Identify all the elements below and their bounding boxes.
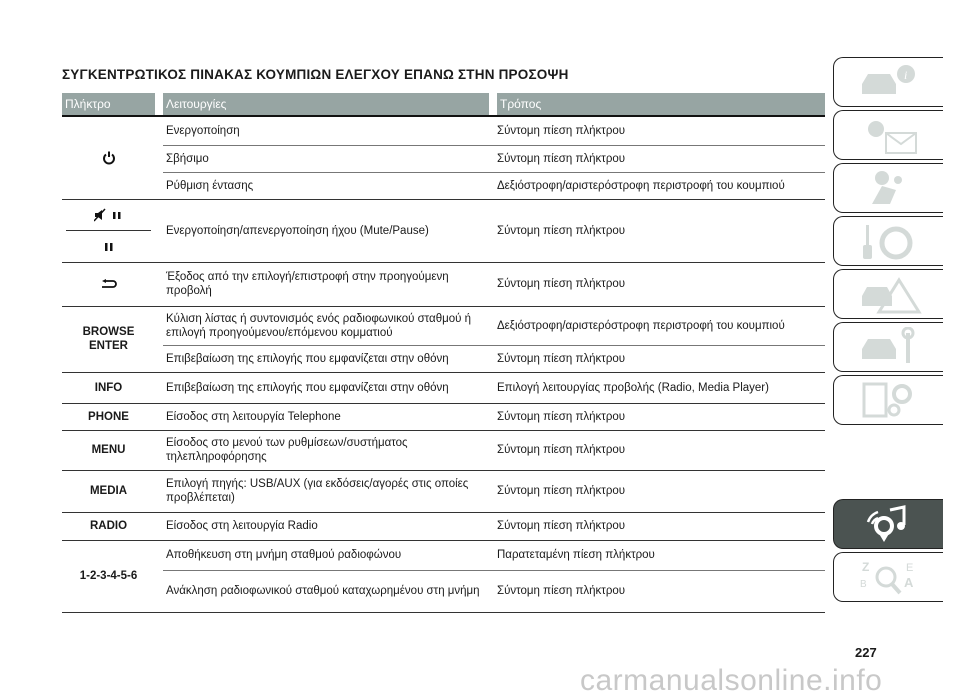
- mode-text: Παρατεταμένη πίεση πλήκτρου: [497, 549, 655, 561]
- back-arrow-icon: [62, 262, 155, 306]
- mode-text: Σύντομη πίεση πλήκτρου: [497, 485, 626, 497]
- tab-key-steering[interactable]: [833, 216, 943, 266]
- menu-key: MENU: [91, 444, 126, 456]
- row-divider: [62, 512, 825, 513]
- power-icon: [62, 117, 155, 199]
- row-divider: [62, 540, 825, 541]
- key-steering-icon: [862, 225, 912, 260]
- row-divider: [163, 345, 825, 346]
- pause-icon: [62, 231, 155, 262]
- row-divider: [163, 172, 825, 173]
- tab-car-info[interactable]: i: [833, 57, 943, 107]
- table-bottom-divider: [62, 612, 825, 613]
- info-key: INFO: [94, 381, 123, 394]
- page-number: 227: [855, 645, 877, 660]
- row-divider: [62, 306, 825, 307]
- multimedia-icon: [866, 505, 905, 542]
- function-text: Ενεργοποίηση: [166, 125, 240, 137]
- function-text: Είσοδος στη λειτουργία Telephone: [166, 410, 341, 423]
- header-divider: [62, 115, 825, 117]
- preset-keys: 1-2-3-4-5-6: [79, 570, 138, 582]
- function-text: Ανάκληση ραδιοφωνικού σταθμού καταχωρημέ…: [166, 585, 480, 597]
- tab-multimedia[interactable]: [833, 499, 943, 549]
- mode-text: Δεξιόστροφη/αριστερόστροφη περιστροφή το…: [497, 179, 785, 192]
- row-divider: [62, 470, 825, 471]
- function-text: Ενεργοποίηση/απενεργοποίηση ήχου (Mute/P…: [166, 224, 429, 237]
- tab-warning-lights[interactable]: [833, 110, 943, 160]
- mode-text: Σύντομη πίεση πλήκτρου: [497, 224, 626, 237]
- function-text: Επιβεβαίωση της επιλογής που εμφανίζεται…: [166, 381, 449, 394]
- tab-technical-data[interactable]: [833, 375, 943, 425]
- row-divider: [163, 145, 825, 146]
- emergency-icon: [861, 277, 922, 314]
- mode-text: Επιλογή λειτουργίας προβολής (Radio, Med…: [497, 381, 769, 394]
- media-key: MEDIA: [89, 485, 128, 497]
- page-title: ΣΥΓΚΕΝΤΡΩΤΙΚΟΣ ΠΙΝΑΚΑΣ ΚΟΥΜΠΙΩΝ ΕΛΕΓΧΟΥ …: [62, 67, 569, 82]
- function-text: Έξοδος από την επιλογή/επιστροφή στην πρ…: [166, 271, 449, 297]
- tab-safety[interactable]: [833, 163, 943, 213]
- tab-emergency[interactable]: [833, 269, 943, 319]
- car-info-icon: i: [861, 65, 915, 94]
- mode-text: Σύντομη πίεση πλήκτρου: [497, 585, 626, 597]
- maintenance-icon: [861, 327, 914, 363]
- phone-key: PHONE: [88, 410, 129, 423]
- row-divider: [62, 372, 825, 373]
- safety-airbag-icon: [871, 171, 902, 204]
- svg-text:i: i: [904, 68, 907, 82]
- index-icon: Z EA B: [860, 560, 914, 595]
- row-divider: [62, 430, 825, 431]
- row-divider: [62, 199, 825, 200]
- svg-text:Z: Z: [862, 560, 869, 574]
- key-divider: [66, 230, 151, 231]
- browse-enter-key: BROWSE ENTER: [82, 326, 135, 352]
- warning-lights-icon: [867, 121, 917, 154]
- header-mode: Τρόπος: [497, 93, 825, 115]
- function-text: Είσοδος στη λειτουργία Radio: [166, 520, 318, 532]
- mode-text: Σύντομη πίεση πλήκτρου: [497, 152, 626, 165]
- function-text: Επιλογή πηγής: USB/AUX (για εκδόσεις/αγο…: [166, 478, 469, 504]
- function-text: Αποθήκευση στη μνήμη σταθμού ραδιοφώνου: [166, 549, 402, 561]
- svg-text:A: A: [904, 575, 914, 590]
- function-text: Ρύθμιση έντασης: [166, 179, 254, 192]
- mode-text: Σύντομη πίεση πλήκτρου: [497, 125, 626, 137]
- mode-text: Σύντομη πίεση πλήκτρου: [497, 520, 626, 532]
- mode-text: Σύντομη πίεση πλήκτρου: [497, 410, 626, 423]
- row-divider: [163, 570, 825, 571]
- header-key: Πλήκτρο: [62, 93, 155, 115]
- function-text: Είσοδος στο μενού των ρυθμίσεων/συστήματ…: [166, 437, 408, 463]
- radio-key: RADIO: [89, 520, 128, 532]
- technical-data-icon: [862, 382, 912, 418]
- mute-pause-icon: [62, 199, 155, 230]
- function-text: Επιβεβαίωση της επιλογής που εμφανίζεται…: [166, 352, 449, 365]
- row-divider: [62, 262, 825, 263]
- mode-text: Σύντομη πίεση πλήκτρου: [497, 278, 626, 290]
- function-text: Σβήσιμο: [166, 152, 209, 165]
- svg-text:E: E: [906, 562, 913, 574]
- function-text: Κύλιση λίστας ή συντονισμός ενός ραδιοφω…: [166, 312, 471, 339]
- svg-text:B: B: [860, 579, 867, 590]
- header-functions: Λειτουργίες: [163, 93, 489, 115]
- watermark: carmanualsonline.info: [580, 664, 883, 692]
- mode-text: Σύντομη πίεση πλήκτρου: [497, 444, 626, 456]
- mode-text: Δεξιόστροφη/αριστερόστροφη περιστροφή το…: [497, 319, 785, 332]
- mode-text: Σύντομη πίεση πλήκτρου: [497, 352, 626, 365]
- tab-maintenance[interactable]: [833, 322, 943, 372]
- row-divider: [62, 403, 825, 404]
